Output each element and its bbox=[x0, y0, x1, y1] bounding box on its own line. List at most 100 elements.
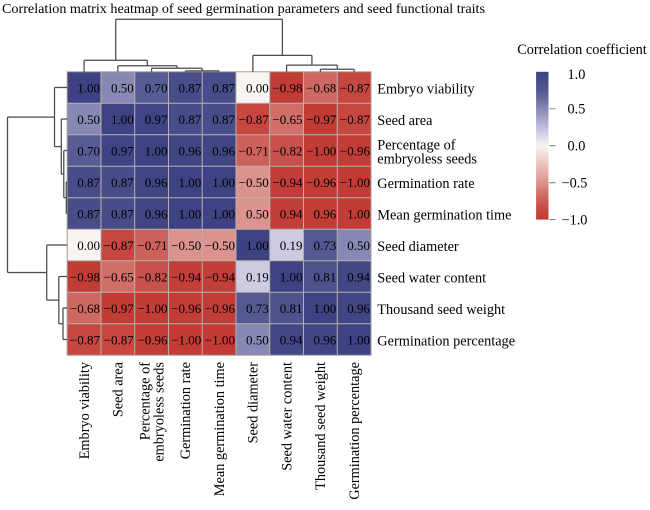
svg-text:0.87: 0.87 bbox=[111, 206, 134, 221]
svg-text:−0.96: −0.96 bbox=[205, 301, 236, 316]
svg-text:−0.96: −0.96 bbox=[340, 143, 371, 158]
svg-text:0.0: 0.0 bbox=[568, 139, 586, 155]
svg-text:−0.97: −0.97 bbox=[104, 301, 135, 316]
svg-text:Germination rate: Germination rate bbox=[377, 176, 474, 192]
svg-text:0.87: 0.87 bbox=[212, 80, 235, 95]
svg-text:0.94: 0.94 bbox=[280, 206, 303, 221]
svg-text:Seed area: Seed area bbox=[111, 361, 127, 417]
svg-text:0.70: 0.70 bbox=[145, 80, 168, 95]
svg-text:0.96: 0.96 bbox=[145, 206, 168, 221]
svg-text:0.50: 0.50 bbox=[111, 80, 134, 95]
svg-text:0.00: 0.00 bbox=[246, 80, 269, 95]
svg-text:Thousand seed weight: Thousand seed weight bbox=[313, 362, 329, 490]
svg-text:−0.94: −0.94 bbox=[205, 269, 236, 284]
svg-text:0.96: 0.96 bbox=[314, 332, 337, 347]
svg-text:Germination percentage: Germination percentage bbox=[347, 362, 363, 500]
svg-text:0.96: 0.96 bbox=[314, 206, 337, 221]
svg-text:0.81: 0.81 bbox=[314, 269, 337, 284]
svg-text:−0.87: −0.87 bbox=[70, 332, 101, 347]
svg-text:−0.96: −0.96 bbox=[306, 175, 337, 190]
svg-text:embryoless seeds: embryoless seeds bbox=[377, 152, 477, 168]
svg-text:Seed water content: Seed water content bbox=[279, 362, 295, 471]
svg-text:−0.87: −0.87 bbox=[104, 332, 135, 347]
svg-text:Embryo viability: Embryo viability bbox=[377, 82, 475, 98]
svg-text:−1.00: −1.00 bbox=[340, 175, 370, 190]
svg-text:−0.87: −0.87 bbox=[104, 238, 135, 253]
svg-text:0.87: 0.87 bbox=[178, 112, 201, 127]
svg-text:0.50: 0.50 bbox=[77, 112, 100, 127]
svg-text:−0.87: −0.87 bbox=[340, 112, 371, 127]
svg-text:−0.50: −0.50 bbox=[239, 175, 269, 190]
svg-text:0.73: 0.73 bbox=[314, 238, 337, 253]
svg-text:0.87: 0.87 bbox=[178, 80, 201, 95]
svg-text:0.97: 0.97 bbox=[111, 143, 134, 158]
svg-text:Thousand seed weight: Thousand seed weight bbox=[377, 302, 505, 318]
svg-text:−0.50: −0.50 bbox=[171, 238, 201, 253]
svg-text:Seed water content: Seed water content bbox=[377, 270, 486, 286]
svg-text:−0.82: −0.82 bbox=[137, 269, 167, 284]
svg-text:1.00: 1.00 bbox=[145, 143, 168, 158]
svg-text:Mean germination time: Mean germination time bbox=[212, 362, 228, 496]
svg-text:−0.71: −0.71 bbox=[137, 238, 167, 253]
svg-text:0.19: 0.19 bbox=[246, 269, 269, 284]
svg-text:Percentage of: Percentage of bbox=[377, 138, 455, 154]
svg-text:−0.65: −0.65 bbox=[104, 269, 134, 284]
svg-text:−0.87: −0.87 bbox=[239, 112, 270, 127]
svg-text:0.94: 0.94 bbox=[280, 332, 303, 347]
svg-text:0.97: 0.97 bbox=[145, 112, 168, 127]
svg-text:1.00: 1.00 bbox=[347, 206, 370, 221]
svg-text:1.00: 1.00 bbox=[111, 112, 134, 127]
svg-text:1.00: 1.00 bbox=[178, 206, 201, 221]
svg-text:1.0: 1.0 bbox=[568, 67, 586, 83]
svg-text:Percentage of: Percentage of bbox=[137, 362, 153, 440]
svg-text:−1.00: −1.00 bbox=[137, 301, 167, 316]
svg-text:embryoless seeds: embryoless seeds bbox=[151, 362, 167, 462]
svg-text:−0.96: −0.96 bbox=[137, 332, 168, 347]
svg-text:−1.00: −1.00 bbox=[306, 143, 336, 158]
svg-text:−0.97: −0.97 bbox=[306, 112, 337, 127]
svg-text:1.00: 1.00 bbox=[77, 80, 100, 95]
svg-text:Seed area: Seed area bbox=[377, 113, 433, 129]
svg-text:0.73: 0.73 bbox=[246, 301, 269, 316]
svg-text:−0.94: −0.94 bbox=[171, 269, 202, 284]
svg-text:−0.65: −0.65 bbox=[272, 112, 302, 127]
svg-text:−0.5: −0.5 bbox=[562, 175, 588, 191]
svg-text:1.00: 1.00 bbox=[212, 175, 235, 190]
svg-text:Embryo viability: Embryo viability bbox=[77, 361, 93, 459]
svg-text:−0.87: −0.87 bbox=[340, 80, 371, 95]
svg-text:−0.68: −0.68 bbox=[70, 301, 100, 316]
svg-text:−0.50: −0.50 bbox=[205, 238, 235, 253]
svg-text:Mean germination time: Mean germination time bbox=[377, 208, 511, 224]
svg-text:0.50: 0.50 bbox=[246, 332, 269, 347]
svg-text:0.50: 0.50 bbox=[246, 206, 269, 221]
svg-text:1.00: 1.00 bbox=[280, 269, 303, 284]
svg-text:0.50: 0.50 bbox=[347, 238, 370, 253]
svg-text:1.00: 1.00 bbox=[314, 301, 337, 316]
svg-text:1.00: 1.00 bbox=[246, 238, 269, 253]
svg-text:−0.71: −0.71 bbox=[239, 143, 269, 158]
svg-text:−0.98: −0.98 bbox=[272, 80, 302, 95]
svg-text:0.87: 0.87 bbox=[111, 175, 134, 190]
svg-text:0.87: 0.87 bbox=[212, 112, 235, 127]
svg-text:Germination rate: Germination rate bbox=[178, 362, 194, 459]
svg-text:1.00: 1.00 bbox=[347, 332, 370, 347]
svg-text:Correlation matrix heatmap of: Correlation matrix heatmap of seed germi… bbox=[2, 1, 485, 17]
svg-text:0.81: 0.81 bbox=[280, 301, 303, 316]
svg-text:−0.96: −0.96 bbox=[171, 301, 202, 316]
svg-text:0.94: 0.94 bbox=[347, 269, 370, 284]
svg-text:−0.82: −0.82 bbox=[272, 143, 302, 158]
svg-text:Seed diameter: Seed diameter bbox=[246, 362, 262, 444]
svg-text:0.87: 0.87 bbox=[77, 175, 100, 190]
svg-text:−1.00: −1.00 bbox=[171, 332, 201, 347]
svg-text:0.96: 0.96 bbox=[212, 143, 235, 158]
svg-text:0.96: 0.96 bbox=[145, 175, 168, 190]
svg-text:−0.94: −0.94 bbox=[272, 175, 303, 190]
svg-text:0.00: 0.00 bbox=[77, 238, 100, 253]
svg-text:Correlation coefficient: Correlation coefficient bbox=[517, 42, 647, 58]
svg-text:−1.0: −1.0 bbox=[562, 212, 588, 228]
svg-text:0.96: 0.96 bbox=[178, 143, 201, 158]
svg-text:1.00: 1.00 bbox=[212, 206, 235, 221]
svg-text:−0.98: −0.98 bbox=[70, 269, 100, 284]
svg-text:0.87: 0.87 bbox=[77, 206, 100, 221]
svg-text:0.96: 0.96 bbox=[347, 301, 370, 316]
